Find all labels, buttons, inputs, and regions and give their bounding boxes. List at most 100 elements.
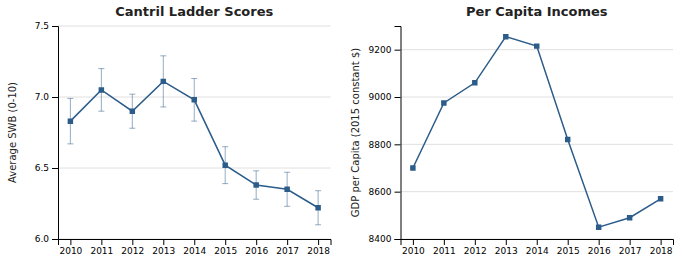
grid-line (58, 26, 331, 27)
error-bar (284, 172, 290, 206)
tick: 2018 (307, 239, 330, 256)
marker (284, 187, 289, 192)
tick-mark (395, 97, 401, 98)
error-bar (67, 98, 73, 143)
grid-line (58, 168, 331, 169)
marker (441, 100, 446, 105)
tick: 9200 (369, 45, 401, 55)
panel: 2010201120122013201420152016201720188400… (369, 27, 674, 257)
error-bar (129, 94, 135, 128)
axis-line (59, 240, 332, 246)
marker (315, 205, 320, 210)
y-axis: 6.06.57.07.5 (35, 21, 59, 244)
marker (596, 224, 601, 229)
marker (222, 162, 227, 167)
x-axis: 201020112012201320142015201620172018 (401, 239, 674, 256)
tick: 7.0 (35, 92, 58, 102)
error-cap (67, 98, 73, 99)
tick-mark (52, 168, 58, 169)
tick-label: 2015 (214, 246, 237, 256)
tick-label: 9200 (369, 45, 392, 55)
error-cap (315, 190, 321, 191)
axis-line (401, 240, 674, 246)
tick: 2012 (121, 239, 144, 256)
tick-label: 2014 (526, 246, 549, 256)
marker (565, 137, 570, 142)
error-bar (253, 171, 259, 199)
tick-label: 2010 (59, 246, 82, 256)
axis-line (52, 27, 59, 240)
grid-line (401, 49, 674, 50)
tick-mark (537, 239, 538, 245)
error-cap (129, 128, 135, 129)
tick-label: 2011 (433, 246, 456, 256)
tick-label: 8600 (369, 187, 392, 197)
tick: 2014 (526, 239, 549, 256)
plot-area (410, 34, 663, 230)
tick-label: 9000 (369, 92, 392, 102)
tick: 2016 (588, 239, 611, 256)
error-bar (222, 147, 228, 184)
marker (534, 43, 539, 48)
tick: 8400 (369, 234, 401, 244)
error-cap (222, 146, 228, 147)
plot-area (67, 56, 321, 225)
tick-label: 2016 (588, 246, 611, 256)
title: Per Capita Incomes (466, 4, 608, 19)
marker (161, 79, 166, 84)
tick: 8600 (369, 187, 401, 197)
grid-line (401, 144, 674, 145)
tick-mark (599, 239, 600, 245)
markers (68, 79, 321, 211)
markers (410, 34, 663, 230)
tick: 2017 (276, 239, 299, 256)
tick-label: 2017 (619, 246, 642, 256)
marker (192, 97, 197, 102)
marker (627, 215, 632, 220)
tick-label: 7.0 (35, 92, 50, 102)
tick: 2015 (557, 239, 580, 256)
line (413, 37, 661, 228)
tick-mark (132, 239, 133, 245)
tick-mark (395, 239, 401, 240)
error-cap (160, 55, 166, 56)
marker (130, 108, 135, 113)
tick: 2011 (433, 239, 456, 256)
tick-mark (475, 239, 476, 245)
error-cap (284, 172, 290, 173)
error-bar (98, 69, 104, 112)
tick-mark (395, 192, 401, 193)
marker (658, 196, 663, 201)
tick-mark (395, 144, 401, 145)
error-bars (67, 56, 321, 225)
tick-mark (506, 239, 507, 245)
x-axis: 201020112012201320142015201620172018 (59, 239, 332, 256)
tick-mark (287, 239, 288, 245)
error-cap (253, 170, 259, 171)
error-cap (98, 68, 104, 69)
y-axis-title: Average SWB (0-10) (7, 82, 18, 183)
tick-label: 6.0 (35, 234, 50, 244)
error-bar (315, 191, 321, 225)
error-cap (315, 224, 321, 225)
error-cap (129, 94, 135, 95)
marker (99, 87, 104, 92)
error-cap (191, 121, 197, 122)
tick: 2011 (90, 239, 113, 256)
tick-label: 2018 (307, 246, 330, 256)
tick-label: 2012 (121, 246, 144, 256)
tick-mark (318, 239, 319, 245)
tick-label: 2017 (276, 246, 299, 256)
error-bar (191, 79, 197, 122)
marker (472, 80, 477, 85)
tick-mark (52, 26, 58, 27)
y-axis-title: GDP per Capita (2015 constant $) (350, 48, 361, 217)
line (70, 81, 318, 207)
grid-line (401, 97, 674, 98)
error-cap (67, 143, 73, 144)
tick-label: 2015 (557, 246, 580, 256)
tick-label: 2014 (183, 246, 206, 256)
tick-label: 2011 (90, 246, 113, 256)
tick: 2014 (183, 239, 206, 256)
tick-mark (52, 97, 58, 98)
